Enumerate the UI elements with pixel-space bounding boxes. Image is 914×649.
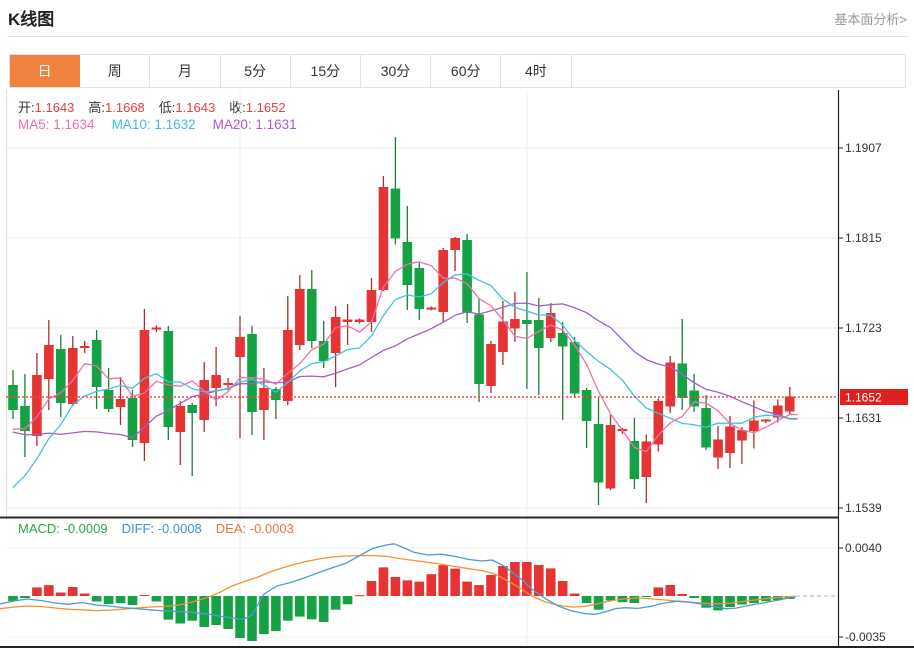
svg-text:1.1652: 1.1652 [845, 391, 882, 405]
svg-text:-0.0035: -0.0035 [845, 630, 886, 644]
svg-text:1.1907: 1.1907 [845, 141, 882, 155]
svg-text:1.1631: 1.1631 [845, 411, 882, 425]
svg-text:0.0040: 0.0040 [845, 541, 882, 555]
svg-text:1.1723: 1.1723 [845, 321, 882, 335]
svg-text:1.1815: 1.1815 [845, 231, 882, 245]
svg-text:1.1539: 1.1539 [845, 501, 882, 515]
